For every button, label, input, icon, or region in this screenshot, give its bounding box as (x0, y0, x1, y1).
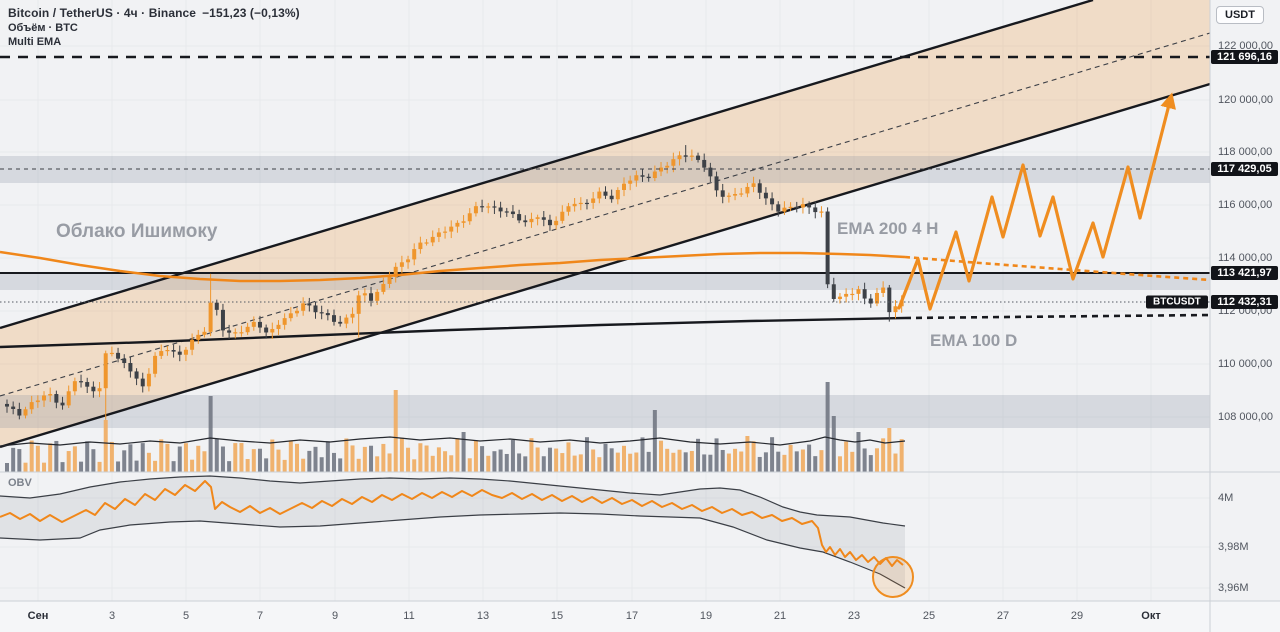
time-axis-label: 5 (182, 610, 190, 622)
price-axis-label: 108 000,00 (1218, 411, 1274, 423)
symbol-title-row[interactable]: Bitcoin / TetherUS · 4ч · Binance −151,23… (8, 6, 300, 20)
obv-axis-label: 3,98M (1218, 541, 1249, 553)
time-axis-label: 23 (847, 610, 861, 622)
gridlines (0, 0, 1210, 601)
time-axis-label: 25 (922, 610, 936, 622)
candlestick-series (5, 145, 904, 420)
time-axis-label: 19 (699, 610, 713, 622)
price-level-badge: 113 421,97 (1211, 266, 1278, 280)
dashed-price-levels (0, 55, 1210, 303)
obv-axis-label: 4M (1218, 492, 1234, 504)
price-level-badge: 121 696,16 (1211, 50, 1278, 64)
time-axis-label: 21 (773, 610, 787, 622)
time-axis-label: Сен (27, 610, 49, 622)
time-axis-label: 11 (403, 610, 415, 622)
ema200-line (0, 250, 1211, 283)
time-axis-label: 9 (331, 610, 339, 622)
obv-study (0, 475, 914, 598)
time-axis-label: 3 (108, 610, 116, 622)
time-axis-label: 29 (1070, 610, 1084, 622)
time-axis-label: 15 (550, 610, 564, 622)
price-axis-label: 110 000,00 (1218, 358, 1273, 370)
obv-pane-label[interactable]: OBV (8, 477, 32, 489)
currency-toggle-button[interactable]: USDT (1216, 6, 1264, 24)
time-axis-label: Окт (1141, 610, 1161, 622)
time-axis-label: 27 (996, 610, 1010, 622)
obv-axis-label: 3,96M (1218, 582, 1249, 594)
price-change: −151,23 (−0,13%) (202, 6, 300, 20)
time-axis-label: 7 (256, 610, 264, 622)
symbol-title[interactable]: Bitcoin / TetherUS · 4ч · Binance (8, 6, 197, 20)
price-axis-label: 114 000,00 (1218, 252, 1273, 264)
volume-bars (5, 382, 904, 472)
volume-ma-line (0, 436, 906, 447)
price-axis-label: 120 000,00 (1218, 94, 1274, 106)
volume-study-label[interactable]: Объём · BTC (8, 22, 78, 34)
chart-legend[interactable]: Bitcoin / TetherUS · 4ч · Binance −151,23… (8, 6, 300, 48)
price-level-badge: 117 429,05 (1211, 162, 1278, 176)
last-price-badge: 112 432,31 (1211, 295, 1278, 309)
projection-zigzag (897, 92, 1176, 311)
price-axis-label: 122 000,00 (1218, 40, 1274, 52)
price-axis-label: 118 000,00 (1218, 146, 1273, 158)
time-axis-label: 17 (625, 610, 639, 622)
symbol-chip: BTCUSDT (1146, 295, 1208, 309)
ichimoku-cloud-label: Облако Ишимоку (56, 221, 218, 242)
ema200-label: EMA 200 4 H (837, 219, 939, 238)
multi-ema-study-label[interactable]: Multi EMA (8, 36, 62, 48)
price-axis-label: 116 000,00 (1218, 199, 1273, 211)
ema100d-line (0, 313, 1211, 349)
time-axis-bg (0, 601, 1280, 632)
time-axis-label: 13 (476, 610, 490, 622)
ema100-label: EMA 100 D (930, 331, 1018, 350)
